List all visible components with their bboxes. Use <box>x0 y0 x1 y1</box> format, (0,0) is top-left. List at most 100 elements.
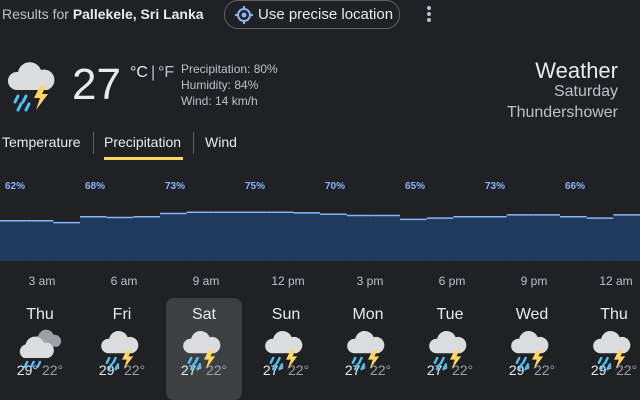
day-low: 22° <box>369 362 392 378</box>
day-card[interactable]: Mon 27° 22° <box>330 298 406 400</box>
precip-label: 62% <box>5 181 25 192</box>
day-name: Mon <box>352 306 384 323</box>
precip-label: 75% <box>245 181 265 192</box>
precip-bar <box>293 212 320 261</box>
precip-bar <box>560 216 587 261</box>
wind: Wind: 14 km/h <box>181 94 258 108</box>
precip-bar <box>506 214 534 261</box>
tab-divider <box>193 132 194 154</box>
time-label: 3 pm <box>357 274 384 288</box>
tab[interactable]: Temperature <box>2 134 81 150</box>
time-label: 9 pm <box>521 274 548 288</box>
summary-condition: Thundershower <box>506 104 618 121</box>
day-name: Fri <box>112 306 132 323</box>
tab-divider <box>93 132 94 154</box>
day-card[interactable]: Fri29° 22° <box>84 298 160 400</box>
day-icon <box>262 326 310 374</box>
unit-celsius[interactable]: °C <box>130 64 148 81</box>
tab[interactable]: Wind <box>205 134 237 150</box>
day-name: Wed <box>515 306 549 323</box>
day-temps: 27° 22° <box>412 362 488 378</box>
precipitation: Precipitation: 80% <box>181 62 278 76</box>
precip-label: 73% <box>485 181 505 192</box>
day-name: Thu <box>26 306 54 323</box>
summary-title: Weather <box>535 58 618 83</box>
precip-bar <box>240 212 267 261</box>
day-low: 22° <box>615 362 638 378</box>
precip-bar <box>106 217 134 261</box>
precip-bar <box>160 213 187 261</box>
day-card[interactable]: Sun27° 22° <box>248 298 324 400</box>
precip-bar <box>373 215 400 261</box>
day-icon <box>98 326 146 374</box>
time-label: 3 am <box>29 274 56 288</box>
day-icon <box>590 326 638 374</box>
day-icon <box>426 326 474 374</box>
day-icon <box>16 326 64 374</box>
precip-bar <box>213 212 240 261</box>
day-name: Thu <box>600 306 628 323</box>
unit-fahrenheit[interactable]: °F <box>158 64 175 81</box>
summary-day: Saturday <box>553 83 618 100</box>
time-label: 6 am <box>111 274 138 288</box>
unit-separator: | <box>151 64 156 81</box>
more-menu[interactable] <box>424 5 434 23</box>
results-prefix: Results for <box>2 6 69 22</box>
day-icon <box>344 326 392 374</box>
day-low: 22° <box>533 362 556 378</box>
day-card[interactable]: Thu 29° 22° <box>2 298 78 400</box>
day-temps: 27° 22° <box>330 362 406 378</box>
day-icon <box>508 326 556 374</box>
current-icon <box>4 56 64 116</box>
precip-bar <box>53 222 80 261</box>
results-text: Results for Pallekele, Sri Lanka <box>2 6 204 22</box>
precip-bar <box>613 214 640 261</box>
location-icon <box>235 6 253 24</box>
precip-bar <box>26 220 54 261</box>
precip-label: 68% <box>85 181 105 192</box>
precip-bar <box>480 216 507 261</box>
time-label: 12 am <box>599 274 632 288</box>
precip-bar <box>186 212 214 261</box>
precip-bar <box>426 218 454 261</box>
precise-location-button[interactable]: Use precise location <box>224 0 400 29</box>
day-low: 22° <box>205 362 228 378</box>
day-low: 22° <box>451 362 474 378</box>
day-icon <box>180 326 228 374</box>
time-label: 12 pm <box>271 274 304 288</box>
precip-label: 70% <box>325 181 345 192</box>
current-temp: 27 <box>72 60 121 109</box>
tab-indicator <box>104 157 183 160</box>
precip-bar <box>586 218 614 261</box>
precip-bar <box>400 219 427 261</box>
day-low: 22° <box>41 362 64 378</box>
location: Pallekele, Sri Lanka <box>72 6 204 22</box>
tab-active[interactable]: Precipitation <box>104 134 182 150</box>
time-label: 6 pm <box>439 274 466 288</box>
precip-label: 65% <box>405 181 425 192</box>
precip-bar <box>453 216 480 261</box>
time-label: 9 am <box>193 274 220 288</box>
day-name: Tue <box>436 306 464 323</box>
precipitation-chart: 62% 68% 73% 75% 70% 65% 73% 66% 3 am 6 am 9 am 12 p… <box>0 181 640 288</box>
precip-bar <box>266 212 294 261</box>
day-card[interactable]: Wed29° 22° <box>494 298 570 400</box>
precip-label: 73% <box>165 181 185 192</box>
day-name: Sat <box>191 306 216 323</box>
precip-bar <box>533 214 560 261</box>
day-low: 22° <box>287 362 310 378</box>
day-card[interactable]: Tue 27° 22° <box>412 298 488 400</box>
precip-bar <box>80 216 107 261</box>
day-name: Sun <box>271 306 301 323</box>
precip-bar <box>0 220 27 261</box>
precip-bar <box>320 214 347 261</box>
precip-label: 66% <box>565 181 585 192</box>
day-low: 22° <box>123 362 146 378</box>
humidity: Humidity: 84% <box>181 78 259 92</box>
day-temps: 29° 22° <box>2 362 78 378</box>
precip-bar <box>133 216 160 261</box>
day-card[interactable]: Sat27° 22° <box>166 298 242 400</box>
button-label: Use precise location <box>258 6 394 23</box>
